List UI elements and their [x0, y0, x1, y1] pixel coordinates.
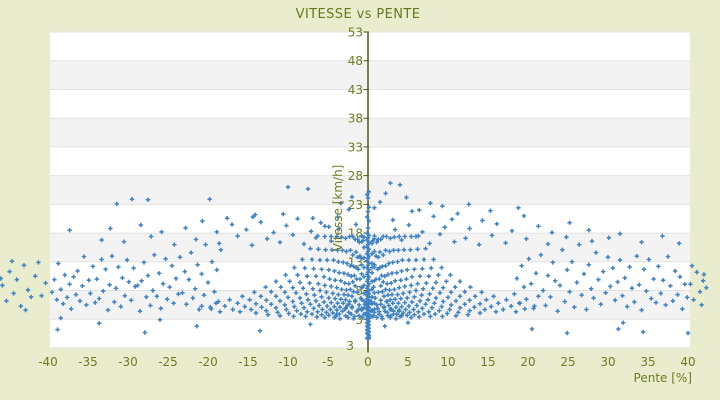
y-tick-label: 23: [348, 198, 363, 212]
grid-band: [50, 175, 690, 205]
x-tick-label: 25: [560, 355, 575, 369]
chart-title: VITESSE vs PENTE: [295, 7, 421, 22]
x-tick-label: 35: [640, 355, 655, 369]
y-tick-label: 38: [348, 112, 363, 126]
x-axis-label: Pente [%]: [633, 371, 692, 385]
x-tick-label: -30: [118, 355, 138, 369]
x-tick-label: 15: [480, 355, 495, 369]
x-tick-label: 10: [440, 355, 455, 369]
scatter-points: [0, 180, 709, 341]
y-tick-label: 28: [348, 169, 363, 183]
y-tick-label: 8: [355, 284, 363, 298]
grid-band: [50, 118, 690, 147]
x-tick-label: 0: [364, 355, 372, 369]
y-tick-label: 33: [348, 140, 363, 154]
y-axis-bottom-label: 3: [346, 339, 354, 353]
grid-band: [50, 60, 690, 90]
x-tick-label: -20: [198, 355, 218, 369]
x-tick-label: -5: [322, 355, 334, 369]
y-tick-label: 43: [348, 83, 363, 97]
x-tick-label: 40: [680, 355, 695, 369]
x-tick-label: -25: [158, 355, 178, 369]
x-tick-label: 30: [600, 355, 615, 369]
x-tick-label: -15: [238, 355, 258, 369]
x-tick-label: 5: [404, 355, 412, 369]
y-tick-label: 53: [348, 26, 363, 40]
y-tick-label: 48: [348, 54, 363, 68]
y-axis-label: Vitesse [km/h]: [331, 164, 345, 252]
x-tick-label: 20: [520, 355, 535, 369]
y-tick-label: 3: [355, 313, 363, 327]
x-tick-label: -40: [38, 355, 58, 369]
x-tick-label: -35: [78, 355, 98, 369]
x-tick-label: -10: [278, 355, 298, 369]
